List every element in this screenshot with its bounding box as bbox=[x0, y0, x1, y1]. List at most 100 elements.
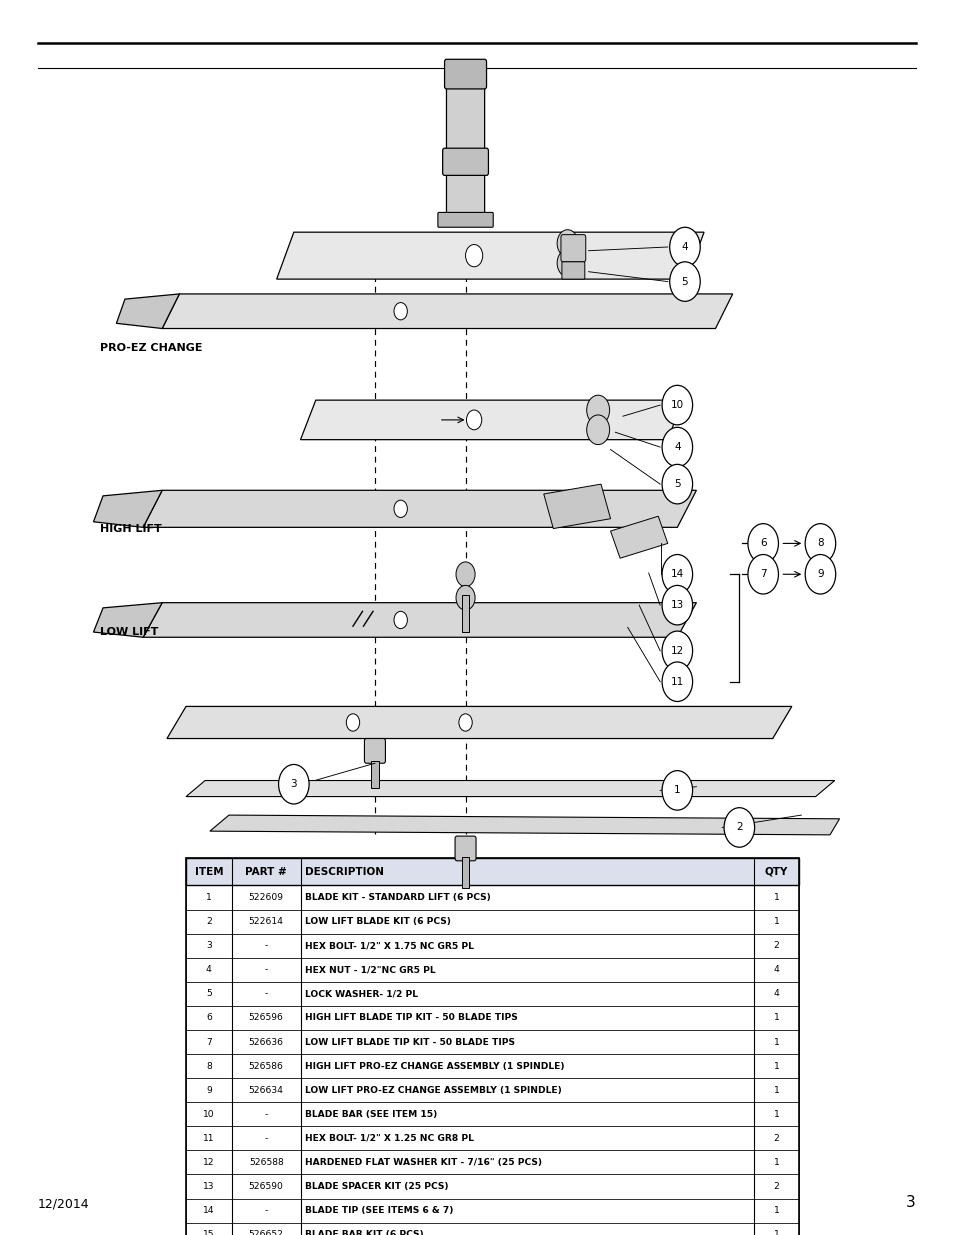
Text: 1: 1 bbox=[773, 1110, 779, 1119]
Circle shape bbox=[458, 714, 472, 731]
Text: 4: 4 bbox=[674, 442, 679, 452]
FancyBboxPatch shape bbox=[186, 1005, 799, 1030]
Circle shape bbox=[346, 714, 359, 731]
FancyBboxPatch shape bbox=[186, 982, 799, 1005]
Text: 2: 2 bbox=[773, 1134, 779, 1142]
Text: 1: 1 bbox=[773, 893, 779, 902]
Text: 2: 2 bbox=[736, 823, 741, 832]
Circle shape bbox=[586, 395, 609, 425]
Circle shape bbox=[661, 464, 692, 504]
Text: 6: 6 bbox=[206, 1014, 212, 1023]
Text: 14: 14 bbox=[203, 1207, 214, 1215]
Circle shape bbox=[661, 662, 692, 701]
Text: 526636: 526636 bbox=[249, 1037, 283, 1046]
FancyBboxPatch shape bbox=[186, 909, 799, 934]
Text: 9: 9 bbox=[817, 569, 822, 579]
Text: 1: 1 bbox=[773, 1230, 779, 1235]
Text: 14: 14 bbox=[670, 569, 683, 579]
FancyBboxPatch shape bbox=[186, 1055, 799, 1078]
Circle shape bbox=[456, 562, 475, 587]
Circle shape bbox=[804, 524, 835, 563]
Circle shape bbox=[747, 555, 778, 594]
Polygon shape bbox=[543, 484, 610, 529]
Polygon shape bbox=[186, 781, 834, 797]
FancyBboxPatch shape bbox=[186, 1198, 799, 1223]
FancyBboxPatch shape bbox=[446, 77, 484, 226]
Text: 11: 11 bbox=[670, 677, 683, 687]
Text: HIGH LIFT BLADE TIP KIT - 50 BLADE TIPS: HIGH LIFT BLADE TIP KIT - 50 BLADE TIPS bbox=[305, 1014, 517, 1023]
Text: 5: 5 bbox=[206, 989, 212, 998]
Text: 8: 8 bbox=[817, 538, 822, 548]
Circle shape bbox=[278, 764, 309, 804]
FancyBboxPatch shape bbox=[461, 595, 469, 632]
Text: 522609: 522609 bbox=[249, 893, 283, 902]
FancyBboxPatch shape bbox=[186, 1223, 799, 1235]
Text: -: - bbox=[264, 941, 268, 950]
Text: 1: 1 bbox=[674, 785, 679, 795]
Text: 526596: 526596 bbox=[249, 1014, 283, 1023]
Text: 5: 5 bbox=[674, 479, 679, 489]
Text: 1: 1 bbox=[773, 1037, 779, 1046]
Circle shape bbox=[804, 555, 835, 594]
Text: ITEM: ITEM bbox=[194, 867, 223, 877]
Text: BLADE TIP (SEE ITEMS 6 & 7): BLADE TIP (SEE ITEMS 6 & 7) bbox=[305, 1207, 454, 1215]
Text: 526634: 526634 bbox=[249, 1086, 283, 1094]
Text: 526588: 526588 bbox=[249, 1158, 283, 1167]
Circle shape bbox=[661, 427, 692, 467]
Text: 5: 5 bbox=[681, 277, 687, 287]
FancyBboxPatch shape bbox=[186, 858, 799, 885]
Text: LOW LIFT: LOW LIFT bbox=[100, 627, 158, 637]
Text: PART #: PART # bbox=[245, 867, 287, 877]
Text: 4: 4 bbox=[681, 242, 687, 252]
FancyBboxPatch shape bbox=[364, 739, 385, 763]
FancyBboxPatch shape bbox=[444, 59, 486, 89]
Text: LOW LIFT BLADE KIT (6 PCS): LOW LIFT BLADE KIT (6 PCS) bbox=[305, 918, 451, 926]
Text: LOCK WASHER- 1/2 PL: LOCK WASHER- 1/2 PL bbox=[305, 989, 417, 998]
Polygon shape bbox=[167, 706, 791, 739]
Polygon shape bbox=[276, 232, 703, 279]
Text: 526586: 526586 bbox=[249, 1062, 283, 1071]
Text: 15: 15 bbox=[203, 1230, 214, 1235]
FancyBboxPatch shape bbox=[561, 262, 584, 279]
FancyBboxPatch shape bbox=[186, 1151, 799, 1174]
Text: HEX NUT - 1/2"NC GR5 PL: HEX NUT - 1/2"NC GR5 PL bbox=[305, 966, 436, 974]
Polygon shape bbox=[93, 603, 162, 637]
FancyBboxPatch shape bbox=[186, 1078, 799, 1103]
Polygon shape bbox=[162, 294, 732, 329]
Circle shape bbox=[661, 555, 692, 594]
Text: -: - bbox=[264, 1110, 268, 1119]
Text: 6: 6 bbox=[760, 538, 765, 548]
Text: 4: 4 bbox=[206, 966, 212, 974]
Circle shape bbox=[456, 585, 475, 610]
Circle shape bbox=[394, 500, 407, 517]
Circle shape bbox=[661, 385, 692, 425]
Text: BLADE KIT - STANDARD LIFT (6 PCS): BLADE KIT - STANDARD LIFT (6 PCS) bbox=[305, 893, 491, 902]
Text: -: - bbox=[264, 1207, 268, 1215]
Text: 12: 12 bbox=[670, 646, 683, 656]
Circle shape bbox=[669, 262, 700, 301]
Text: 3: 3 bbox=[905, 1195, 915, 1210]
Text: 13: 13 bbox=[670, 600, 683, 610]
Circle shape bbox=[661, 631, 692, 671]
Text: 12/2014: 12/2014 bbox=[38, 1197, 90, 1210]
FancyBboxPatch shape bbox=[455, 836, 476, 861]
Circle shape bbox=[586, 415, 609, 445]
Text: 10: 10 bbox=[203, 1110, 214, 1119]
FancyBboxPatch shape bbox=[560, 235, 585, 262]
Text: LOW LIFT BLADE TIP KIT - 50 BLADE TIPS: LOW LIFT BLADE TIP KIT - 50 BLADE TIPS bbox=[305, 1037, 515, 1046]
Text: BLADE BAR (SEE ITEM 15): BLADE BAR (SEE ITEM 15) bbox=[305, 1110, 437, 1119]
FancyBboxPatch shape bbox=[437, 212, 493, 227]
Text: HIGH LIFT: HIGH LIFT bbox=[100, 524, 162, 534]
Polygon shape bbox=[300, 400, 682, 440]
Text: 1: 1 bbox=[773, 1062, 779, 1071]
Circle shape bbox=[723, 808, 754, 847]
Circle shape bbox=[394, 611, 407, 629]
FancyBboxPatch shape bbox=[186, 885, 799, 909]
Text: HEX BOLT- 1/2" X 1.25 NC GR8 PL: HEX BOLT- 1/2" X 1.25 NC GR8 PL bbox=[305, 1134, 474, 1142]
Text: 3: 3 bbox=[206, 941, 212, 950]
Text: 1: 1 bbox=[773, 1086, 779, 1094]
Circle shape bbox=[747, 524, 778, 563]
Text: -: - bbox=[264, 966, 268, 974]
Text: 2: 2 bbox=[773, 941, 779, 950]
Text: 7: 7 bbox=[206, 1037, 212, 1046]
